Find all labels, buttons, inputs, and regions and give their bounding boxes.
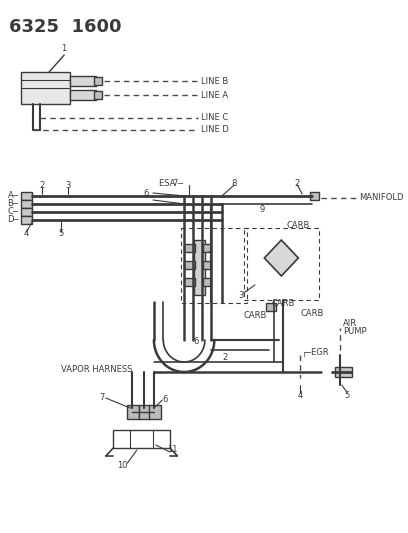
Text: 3: 3	[65, 181, 71, 190]
Bar	[184, 244, 195, 252]
Text: 7: 7	[99, 393, 105, 402]
Text: 10: 10	[118, 461, 128, 470]
Text: 8: 8	[231, 179, 237, 188]
Bar	[203, 278, 211, 286]
Bar	[203, 244, 211, 252]
Text: CARB: CARB	[286, 221, 309, 230]
Text: 4: 4	[24, 230, 29, 238]
Bar	[21, 200, 32, 208]
Polygon shape	[264, 240, 298, 276]
Text: 7: 7	[172, 179, 177, 188]
Text: VAPOR HARNESS: VAPOR HARNESS	[61, 366, 133, 375]
Text: LINE D: LINE D	[201, 125, 229, 134]
Text: LINE C: LINE C	[201, 114, 228, 123]
Text: 2: 2	[295, 179, 300, 188]
Bar	[21, 192, 32, 200]
Bar	[335, 367, 352, 377]
Text: 11: 11	[168, 446, 178, 455]
Text: D─: D─	[8, 215, 19, 224]
Text: 1: 1	[62, 44, 67, 53]
Bar	[113, 430, 170, 448]
Text: 5: 5	[59, 230, 64, 238]
Text: A─: A─	[8, 191, 18, 200]
Bar	[193, 240, 205, 295]
Bar	[94, 77, 102, 85]
Text: MANIFOLD: MANIFOLD	[359, 193, 403, 203]
Bar	[21, 216, 32, 224]
Text: 2: 2	[39, 181, 44, 190]
Bar	[184, 261, 195, 269]
Bar	[127, 405, 139, 419]
Text: 4: 4	[297, 391, 303, 400]
Bar	[21, 208, 32, 216]
Text: 2: 2	[222, 353, 227, 362]
Text: AIR: AIR	[343, 319, 357, 328]
Text: CARB: CARB	[272, 298, 295, 308]
Bar	[94, 91, 102, 99]
Text: 5: 5	[345, 391, 350, 400]
Bar	[244, 228, 319, 300]
Text: LINE B: LINE B	[201, 77, 228, 85]
Bar	[70, 90, 96, 100]
Text: 9: 9	[260, 206, 265, 214]
Bar	[184, 278, 195, 286]
Bar	[203, 261, 211, 269]
Text: 6: 6	[144, 189, 149, 198]
Text: 3: 3	[238, 290, 244, 300]
Bar	[266, 303, 276, 311]
Text: ┌─EGR: ┌─EGR	[302, 348, 330, 357]
Bar	[149, 405, 160, 419]
Text: 7: 7	[208, 251, 213, 260]
Text: 6: 6	[162, 395, 168, 405]
Bar	[21, 72, 70, 104]
Text: PUMP: PUMP	[343, 327, 366, 336]
Text: ESA ─: ESA ─	[159, 179, 183, 188]
Bar	[310, 192, 319, 200]
Text: CARB: CARB	[244, 311, 267, 319]
Bar	[181, 228, 247, 303]
Text: CARB: CARB	[300, 309, 324, 318]
Text: B─: B─	[8, 199, 18, 208]
Text: 6: 6	[194, 337, 199, 346]
Bar	[70, 76, 96, 86]
Bar	[139, 405, 150, 419]
Text: 6325  1600: 6325 1600	[9, 18, 122, 36]
Text: C─: C─	[8, 207, 18, 216]
Text: LINE A: LINE A	[201, 91, 228, 100]
